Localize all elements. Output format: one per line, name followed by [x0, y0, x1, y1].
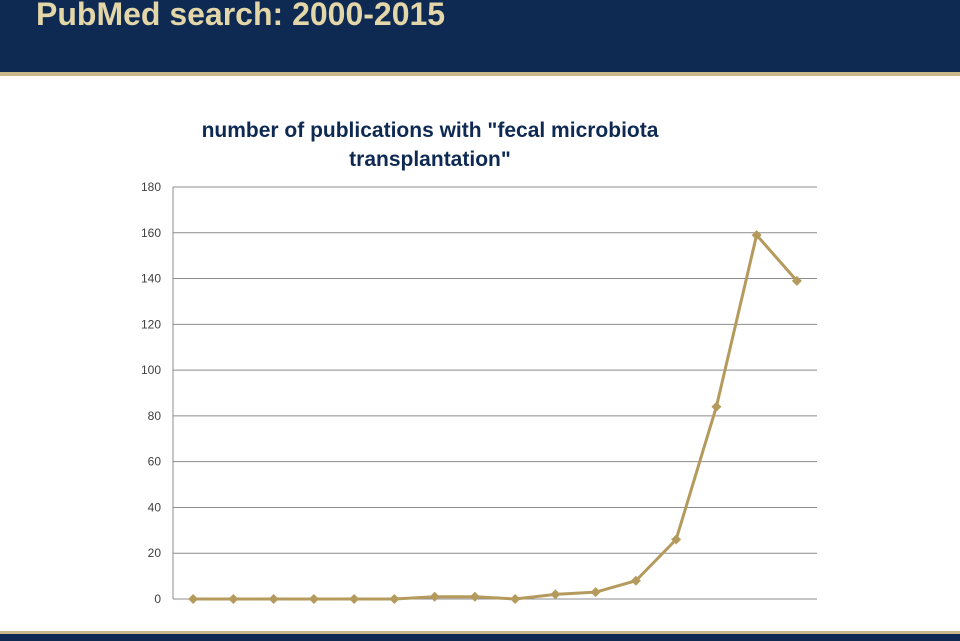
chart-title: number of publications with "fecal micro… — [201, 119, 659, 171]
header-accent-rule — [0, 72, 960, 76]
slide-title: PubMed search: 2000-2015 — [36, 0, 446, 32]
data-point-marker — [711, 401, 722, 412]
data-point-marker — [188, 594, 199, 604]
data-point-marker — [389, 594, 400, 604]
data-point-marker — [429, 591, 440, 602]
data-point-marker — [228, 594, 239, 604]
footer-accent-rule — [0, 631, 960, 634]
y-tick-label: 20 — [148, 546, 162, 560]
data-point-marker — [469, 591, 480, 602]
y-tick-label: 180 — [141, 180, 161, 194]
y-tick-label: 100 — [141, 363, 161, 377]
data-point-marker — [308, 594, 319, 604]
data-point-marker — [550, 589, 561, 600]
y-tick-label: 0 — [154, 592, 161, 606]
footer-bar — [0, 634, 960, 641]
series-line — [193, 233, 799, 601]
data-point-marker — [590, 587, 601, 598]
data-point-marker — [751, 230, 762, 241]
data-point-marker — [671, 534, 682, 545]
y-tick-label: 160 — [141, 226, 161, 240]
y-tick-label: 140 — [141, 272, 161, 286]
data-point-marker — [791, 275, 802, 286]
data-point-marker — [510, 594, 521, 604]
y-tick-label: 80 — [148, 409, 162, 423]
y-tick-label: 120 — [141, 317, 161, 331]
y-tick-label: 40 — [148, 500, 162, 514]
data-point-marker — [630, 575, 641, 586]
data-point-marker — [268, 594, 279, 604]
y-tick-label: 60 — [148, 455, 162, 469]
data-point-marker — [349, 594, 360, 604]
slide-header — [0, 0, 960, 72]
